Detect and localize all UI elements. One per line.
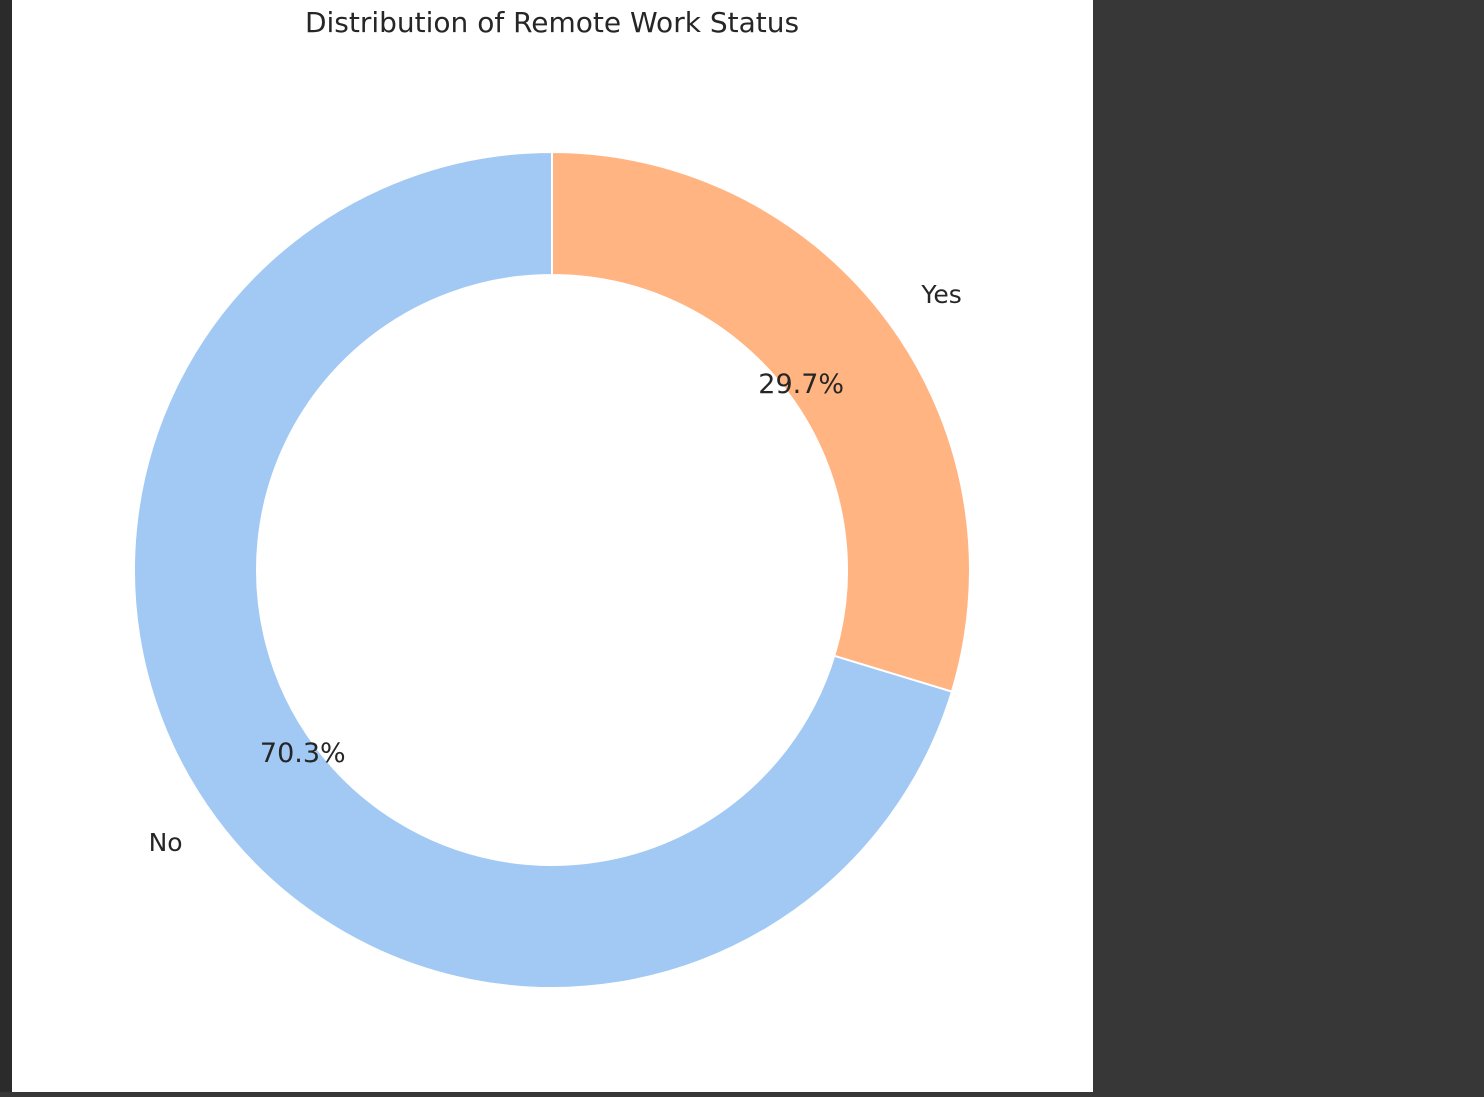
slice-pct-no: 70.3% (260, 738, 346, 769)
chart-title: Distribution of Remote Work Status (305, 6, 799, 39)
donut-chart: Distribution of Remote Work Status Yes 29… (133, 6, 971, 989)
slice-no (133, 150, 954, 989)
labels-group: Yes 29.7% No 70.3% (149, 280, 962, 857)
window-edge (0, 0, 12, 1092)
side-panel (1093, 0, 1484, 1092)
slice-pct-yes: 29.7% (758, 369, 844, 400)
slice-yes (551, 150, 971, 693)
slice-label-yes: Yes (920, 280, 961, 309)
slice-label-no: No (149, 828, 183, 857)
slices-group (133, 150, 971, 989)
chart-figure: Distribution of Remote Work Status Yes 29… (12, 0, 1093, 1092)
